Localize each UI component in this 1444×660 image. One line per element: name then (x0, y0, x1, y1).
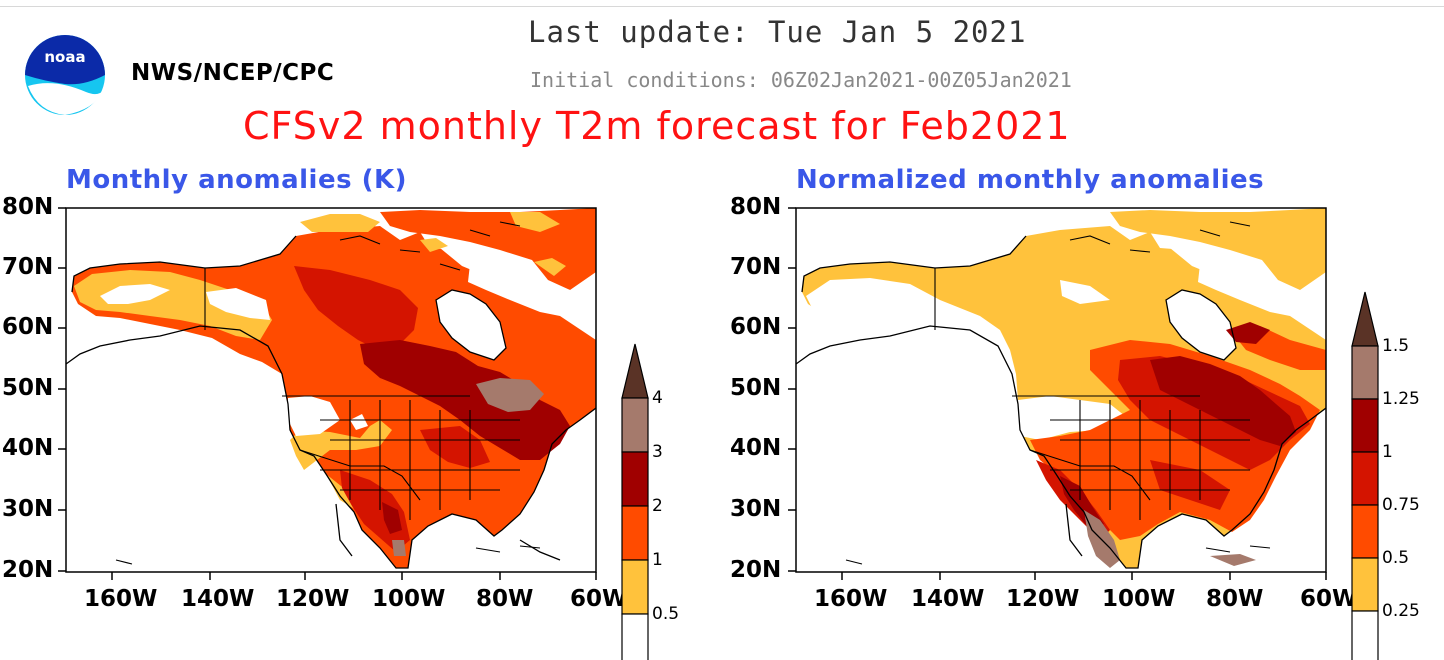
orange-region (1030, 340, 1320, 540)
initial-conditions-text: Initial conditions: 06Z02Jan2021-00Z05Ja… (530, 68, 1072, 92)
colorbar-label: 1.5 (1382, 336, 1410, 356)
agency-label: NWS/NCEP/CPC (131, 60, 335, 86)
top-divider (0, 6, 1444, 7)
borders (204, 268, 520, 520)
right-panel-subtitle: Normalized monthly anomalies (796, 165, 1265, 195)
lon-label: 160W (84, 586, 158, 612)
lat-label: 60N (2, 314, 54, 340)
yellow-alaska (74, 270, 272, 340)
lon-label: 140W (181, 586, 255, 612)
colorbar-label: 1.25 (1382, 389, 1420, 409)
lat-label: 50N (730, 375, 782, 401)
darkred-region (360, 340, 570, 460)
hudson-bay (436, 290, 506, 360)
lon-label: 140W (911, 586, 985, 612)
lat-label: 40N (730, 435, 782, 461)
colorbar-label: 0.75 (1382, 495, 1420, 515)
colorbar-label: 1 (1382, 442, 1393, 462)
colorbar-label: 0.5 (1382, 548, 1410, 568)
last-update-text: Last update: Tue Jan 5 2021 (528, 15, 1027, 49)
lat-label: 50N (2, 375, 54, 401)
lat-label: 20N (2, 557, 54, 583)
borders (934, 268, 1250, 520)
svg-text:noaa: noaa (44, 48, 85, 66)
lat-label: 20N (730, 557, 782, 583)
lat-label: 60N (730, 314, 782, 340)
lon-label: 100W (1102, 586, 1176, 612)
left-panel-subtitle: Monthly anomalies (K) (66, 165, 408, 195)
coastline (66, 235, 596, 569)
lat-label: 80N (2, 194, 54, 220)
white-alaska (100, 284, 170, 304)
lat-label: 80N (730, 194, 782, 220)
right-colorbar (1351, 291, 1379, 660)
lon-label: 80W (1206, 586, 1264, 612)
left-colorbar (621, 343, 649, 660)
lon-label: 100W (372, 586, 446, 612)
colorbar-label: 3 (652, 442, 663, 462)
lat-label: 70N (2, 254, 54, 280)
lon-label: 60W (570, 586, 628, 612)
darkred-region (1150, 356, 1296, 446)
land-yellow (802, 226, 1326, 568)
left-map-background (66, 208, 596, 572)
lon-label: 60W (1300, 586, 1358, 612)
lon-label: 80W (476, 586, 534, 612)
colorbar-label: 0.5 (652, 604, 680, 624)
main-title: CFSv2 monthly T2m forecast for Feb2021 (243, 104, 1071, 148)
lat-label: 70N (730, 254, 782, 280)
mauve-quebec (476, 378, 544, 412)
lon-label: 160W (814, 586, 888, 612)
white-interior (806, 278, 1018, 410)
arctic-islands (380, 208, 596, 290)
colorbar-label: 4 (652, 388, 663, 408)
colorbar-label: 2 (652, 496, 663, 516)
lon-label: 120W (1006, 586, 1080, 612)
colorbar-label: 0.25 (1382, 601, 1420, 621)
lat-label: 40N (2, 435, 54, 461)
coastline (796, 235, 1326, 569)
mauve-mexico (1084, 510, 1120, 568)
land-orange (72, 226, 596, 568)
red-canada (294, 266, 418, 350)
noaa-logo: noaa (25, 35, 105, 115)
lon-label: 120W (276, 586, 350, 612)
colorbar-label: 1 (652, 550, 663, 570)
lat-label: 30N (730, 496, 782, 522)
lat-label: 30N (2, 496, 54, 522)
